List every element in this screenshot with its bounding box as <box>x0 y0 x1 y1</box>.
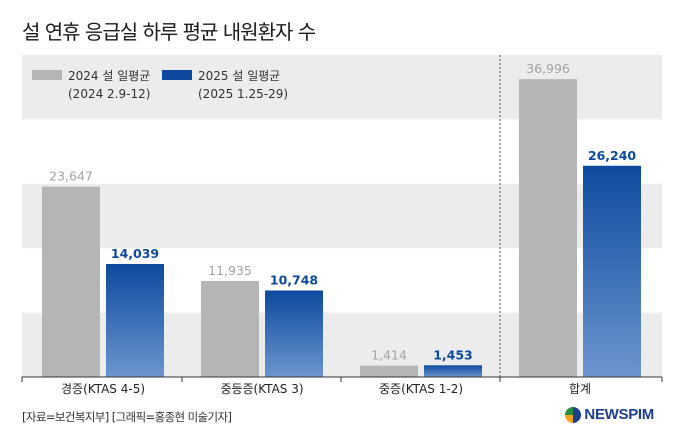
x-tick-label: 중증(KTAS 1-2) <box>379 382 463 396</box>
newspim-logo-icon <box>565 406 582 423</box>
data-label-2024: 36,996 <box>526 61 570 76</box>
x-tick-label: 합계 <box>569 382 591 396</box>
chart-title: 설 연휴 응급실 하루 평균 내원환자 수 <box>22 20 316 44</box>
data-label-2024: 23,647 <box>49 169 93 184</box>
x-tick-label: 중등증(KTAS 3) <box>220 382 303 396</box>
data-label-2024: 11,935 <box>208 263 252 278</box>
brand-name: NEWSPIM <box>584 406 654 423</box>
bar-2025 <box>583 165 641 377</box>
legend-swatch-2024 <box>32 70 62 80</box>
data-label-2025: 1,453 <box>433 347 473 362</box>
bar-2024 <box>42 186 100 377</box>
legend-label-2025: 2025 설 일평균 <box>198 69 280 83</box>
legend-swatch-2025 <box>162 70 192 80</box>
bar-2024 <box>360 365 418 377</box>
data-label-2025: 10,748 <box>270 272 318 287</box>
bar-2024 <box>201 280 259 377</box>
data-label-2025: 14,039 <box>111 246 159 261</box>
bar-2025 <box>424 365 482 377</box>
source-note: [자료=보건복지부] [그래픽=홍종현 미술기자] <box>22 410 232 424</box>
legend-label-2024: 2024 설 일평균 <box>68 69 150 83</box>
brand-logo: NEWSPIM <box>565 406 654 423</box>
bar-2025 <box>265 290 323 377</box>
data-label-2024: 1,414 <box>371 348 407 363</box>
x-tick-label: 경증(KTAS 4-5) <box>61 382 145 396</box>
legend-period-2025: (2025 1.25-29) <box>198 87 288 101</box>
bar-2024 <box>519 79 577 378</box>
legend: 2024 설 일평균 (2024 2.9-12) 2025 설 일평균 (202… <box>32 69 288 101</box>
data-label-2025: 26,240 <box>588 148 637 163</box>
legend-period-2024: (2024 2.9-12) <box>68 87 150 101</box>
bar-2025 <box>106 263 164 377</box>
